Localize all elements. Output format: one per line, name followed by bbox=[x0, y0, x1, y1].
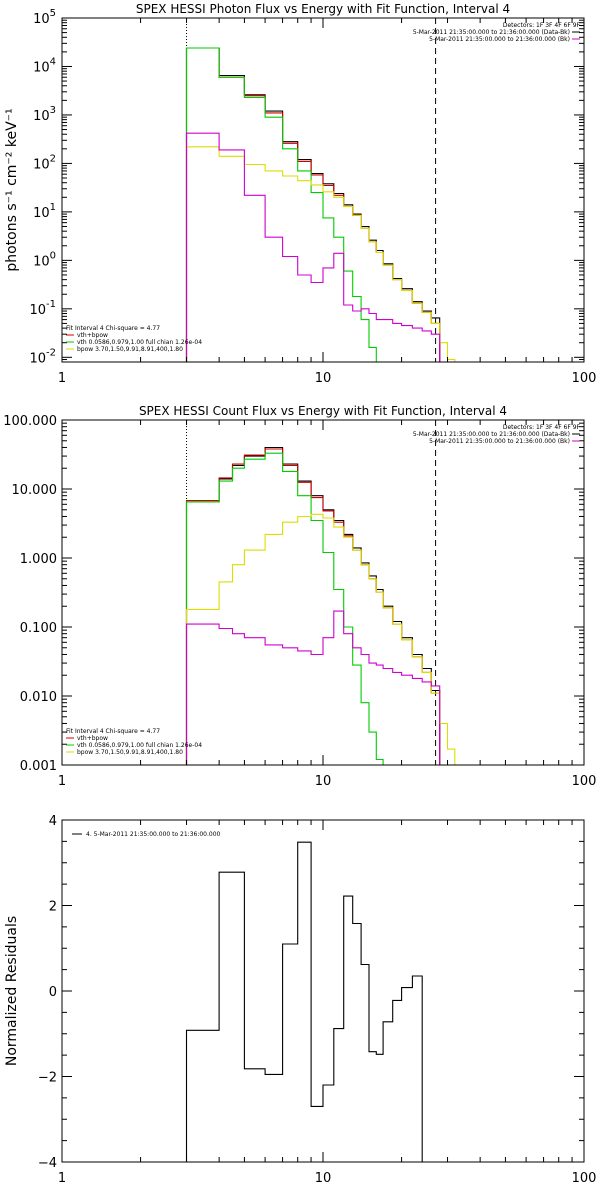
fit-legend-label: vth 0.0586,0.979,1.00 full chian 1.26e-0… bbox=[77, 339, 202, 346]
series-bk bbox=[185, 610, 441, 765]
legend-header: Detectors: 1F 3F 4F 6F 9F bbox=[503, 22, 581, 29]
legend-entry-label: 5-Mar-2011 21:35:00.000 to 21:36:00.000 … bbox=[429, 36, 570, 43]
y-tick-label: 10.000 bbox=[12, 483, 58, 498]
plot-frame bbox=[61, 419, 585, 766]
y-tick-label: 10-1 bbox=[29, 299, 56, 318]
series-data-bk bbox=[185, 446, 441, 765]
series-bk bbox=[185, 132, 441, 362]
x-tick-label: 1 bbox=[58, 1171, 66, 1186]
chart-title: SPEX HESSI Photon Flux vs Energy with Fi… bbox=[136, 2, 510, 16]
y-tick-base: 10 bbox=[33, 157, 50, 172]
fit-legend-header: Fit Interval 4 Chi-square = 4.77 bbox=[66, 325, 160, 332]
legend-entry-label: 5-Mar-2011 21:35:00.000 to 21:36:00.000 … bbox=[413, 29, 570, 36]
y-tick-label: 103 bbox=[33, 105, 56, 124]
y-tick-exponent: -2 bbox=[46, 347, 56, 358]
chart-1: SPEX HESSI Photon Flux vs Energy with Fi… bbox=[4, 2, 596, 386]
legend-entry-label: 5-Mar-2011 21:35:00.000 to 21:36:00.000 … bbox=[413, 431, 570, 438]
x-tick-label: 10 bbox=[315, 774, 332, 789]
y-tick-base: 10 bbox=[33, 109, 50, 124]
y-tick-label: 10-2 bbox=[29, 347, 56, 366]
legend-entry-label: 5-Mar-2011 21:35:00.000 to 21:36:00.000 … bbox=[429, 438, 570, 445]
series-vth bbox=[185, 47, 384, 362]
series-vth bbox=[185, 452, 384, 765]
y-tick-label: −2 bbox=[38, 1071, 57, 1086]
y-tick-label: 0.010 bbox=[20, 690, 57, 705]
y-tick-label: 102 bbox=[33, 153, 56, 172]
y-tick-label: 105 bbox=[33, 8, 56, 27]
chart-title: SPEX HESSI Count Flux vs Energy with Fit… bbox=[139, 404, 507, 418]
y-tick-label: 4 bbox=[49, 814, 57, 829]
x-tick-label: 100 bbox=[572, 371, 597, 386]
y-tick-label: 1.000 bbox=[20, 552, 57, 567]
series-vth-bpow bbox=[185, 47, 441, 362]
y-tick-label: 0.100 bbox=[20, 621, 57, 636]
y-tick-label: 104 bbox=[33, 56, 56, 75]
fit-legend-label: bpow 3.70,1.50,9.91,8.91,400,1.80 bbox=[77, 749, 183, 756]
y-tick-base: 10 bbox=[29, 303, 46, 318]
fit-legend-label: vth+bpow bbox=[77, 332, 108, 339]
x-tick-label: 100 bbox=[572, 774, 597, 789]
series-group bbox=[185, 841, 423, 1162]
fit-legend-label: bpow 3.70,1.50,9.91,8.91,400,1.80 bbox=[77, 346, 183, 353]
fit-legend-label: vth 0.0586,0.979,1.00 full chian 1.26e-0… bbox=[77, 742, 202, 749]
series-residuals bbox=[185, 841, 423, 1162]
legend-header: Detectors: 1F 3F 4F 6F 9F bbox=[503, 424, 581, 431]
chart-3: 1 10 100 −4 −2 0 2 4 Normalized Residuals 4. 5-Ma… bbox=[4, 814, 596, 1186]
x-tick-label: 1 bbox=[58, 371, 66, 386]
y-tick-label: 100 bbox=[33, 250, 56, 269]
y-tick-label: 2 bbox=[49, 900, 57, 915]
y-tick-exponent: 1 bbox=[50, 202, 56, 213]
y-tick-label: −4 bbox=[38, 1156, 57, 1171]
x-tick-label: 100 bbox=[572, 1171, 597, 1186]
series-vth-bpow bbox=[185, 448, 441, 765]
y-tick-base: 10 bbox=[29, 351, 46, 366]
x-tick-label: 10 bbox=[315, 1171, 332, 1186]
series-group bbox=[185, 47, 456, 362]
y-tick-exponent: 4 bbox=[50, 56, 56, 67]
y-tick-label: 101 bbox=[33, 202, 56, 221]
x-tick-label: 10 bbox=[315, 371, 332, 386]
series-data-bk bbox=[185, 47, 441, 362]
y-tick-label: 0 bbox=[49, 985, 57, 1000]
y-tick-label: 100.000 bbox=[3, 414, 57, 429]
y-tick-exponent: 5 bbox=[50, 8, 56, 19]
y-axis-label: Normalized Residuals bbox=[4, 916, 20, 1066]
series-bpow bbox=[185, 513, 465, 765]
y-tick-exponent: 3 bbox=[50, 105, 56, 116]
y-tick-base: 10 bbox=[33, 206, 50, 221]
plot-frame bbox=[61, 819, 585, 1163]
y-tick-base: 10 bbox=[33, 254, 50, 269]
y-tick-exponent: -1 bbox=[46, 299, 56, 310]
legend-entry-label: 4. 5-Mar-2011 21:35:00.000 to 21:36:00.0… bbox=[86, 831, 221, 838]
chart-2: SPEX HESSI Count Flux vs Energy with Fit… bbox=[3, 404, 596, 789]
series-bpow bbox=[185, 146, 456, 362]
series-group bbox=[185, 446, 465, 765]
y-axis-label: photons s⁻¹ cm⁻² keV⁻¹ bbox=[4, 108, 20, 271]
x-tick-label: 1 bbox=[58, 774, 66, 789]
y-tick-base: 10 bbox=[33, 60, 50, 75]
y-tick-base: 10 bbox=[33, 12, 50, 27]
fit-legend-label: vth+bpow bbox=[77, 735, 108, 742]
fit-legend-header: Fit Interval 4 Chi-square = 4.77 bbox=[66, 728, 160, 735]
y-tick-exponent: 2 bbox=[50, 153, 56, 164]
y-tick-exponent: 0 bbox=[50, 250, 56, 261]
y-tick-label: 0.001 bbox=[20, 759, 57, 774]
